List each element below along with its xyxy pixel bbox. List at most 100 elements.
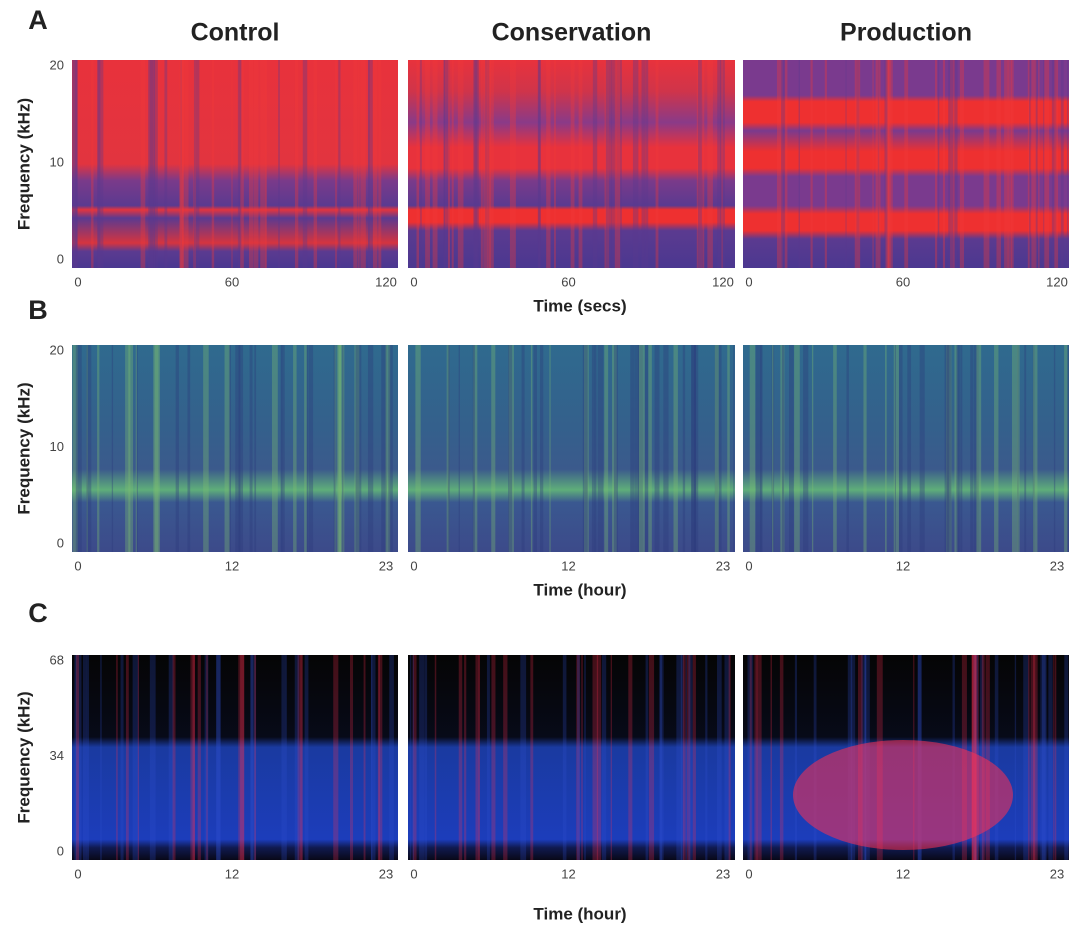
texture — [960, 345, 962, 552]
texture — [676, 655, 682, 860]
texture — [782, 345, 784, 552]
texture — [814, 655, 817, 860]
texture — [683, 345, 685, 552]
x-tick-label: 120 — [375, 274, 397, 289]
texture — [894, 345, 899, 552]
texture — [360, 60, 365, 268]
texture — [425, 60, 430, 268]
texture — [780, 655, 784, 860]
texture — [1024, 345, 1026, 552]
texture — [943, 60, 945, 268]
texture — [138, 655, 139, 860]
x-tick-label: 12 — [896, 558, 910, 573]
texture — [656, 60, 659, 268]
column-title: Control — [191, 19, 280, 47]
texture — [1033, 345, 1037, 552]
texture — [452, 60, 454, 268]
texture — [481, 60, 483, 268]
panel-letter: C — [28, 598, 48, 628]
texture — [173, 655, 176, 860]
texture — [546, 60, 550, 268]
texture — [811, 60, 813, 268]
texture — [307, 345, 309, 552]
texture — [885, 345, 887, 552]
panel-letter: B — [28, 295, 48, 325]
texture — [334, 345, 336, 552]
texture — [715, 345, 719, 552]
texture — [150, 60, 155, 268]
texture — [887, 60, 892, 268]
texture — [254, 345, 256, 552]
texture — [116, 655, 118, 860]
texture — [803, 345, 808, 552]
texture — [895, 345, 896, 552]
texture — [534, 345, 537, 552]
texture — [907, 345, 911, 552]
texture — [595, 345, 597, 552]
texture — [76, 345, 82, 552]
texture — [458, 60, 464, 268]
texture — [750, 345, 756, 552]
spectrogram — [72, 655, 398, 860]
texture — [459, 345, 460, 552]
texture — [673, 345, 677, 552]
texture — [73, 60, 77, 268]
texture — [112, 345, 113, 552]
x-tick-label: 23 — [716, 558, 730, 573]
texture — [693, 655, 696, 860]
x-tick-label: 23 — [1050, 558, 1064, 573]
texture — [717, 655, 722, 860]
texture — [240, 655, 244, 860]
texture — [212, 60, 214, 268]
texture — [1054, 345, 1055, 552]
texture — [265, 60, 267, 268]
texture — [309, 345, 313, 552]
y-tick-label: 0 — [57, 251, 64, 266]
texture — [249, 60, 253, 268]
texture — [420, 60, 422, 268]
texture — [630, 345, 634, 552]
texture — [368, 345, 373, 552]
x-tick-label: 60 — [561, 274, 575, 289]
texture — [239, 345, 244, 552]
texture — [448, 345, 450, 552]
texture — [593, 60, 597, 268]
x-tick-label: 0 — [74, 558, 81, 573]
texture — [812, 345, 813, 552]
texture — [254, 655, 256, 860]
spectrogram-image — [408, 345, 735, 552]
texture — [614, 345, 618, 552]
texture — [634, 345, 638, 552]
texture — [855, 60, 860, 268]
x-tick-label: 23 — [379, 866, 393, 881]
texture — [473, 345, 475, 552]
texture — [364, 655, 366, 860]
texture — [176, 345, 179, 552]
texture — [645, 345, 649, 552]
texture — [579, 60, 583, 268]
texture — [604, 345, 608, 552]
x-tick-label: 12 — [225, 866, 239, 881]
texture — [691, 345, 695, 552]
x-tick-label: 12 — [561, 866, 575, 881]
texture — [1064, 345, 1067, 552]
texture — [747, 655, 753, 860]
texture — [611, 655, 612, 860]
texture — [295, 60, 298, 268]
texture — [899, 345, 903, 552]
texture — [563, 655, 567, 860]
y-tick-label: 20 — [50, 57, 64, 72]
x-tick-label: 0 — [745, 274, 752, 289]
texture — [1054, 60, 1058, 268]
texture — [216, 655, 220, 860]
x-tick-label: 60 — [896, 274, 910, 289]
spectrogram — [743, 60, 1069, 268]
texture — [76, 655, 79, 860]
texture — [540, 345, 543, 552]
texture — [756, 345, 762, 552]
texture — [415, 345, 420, 552]
texture — [278, 60, 280, 268]
texture — [475, 655, 479, 860]
texture — [571, 60, 575, 268]
texture — [639, 345, 645, 552]
